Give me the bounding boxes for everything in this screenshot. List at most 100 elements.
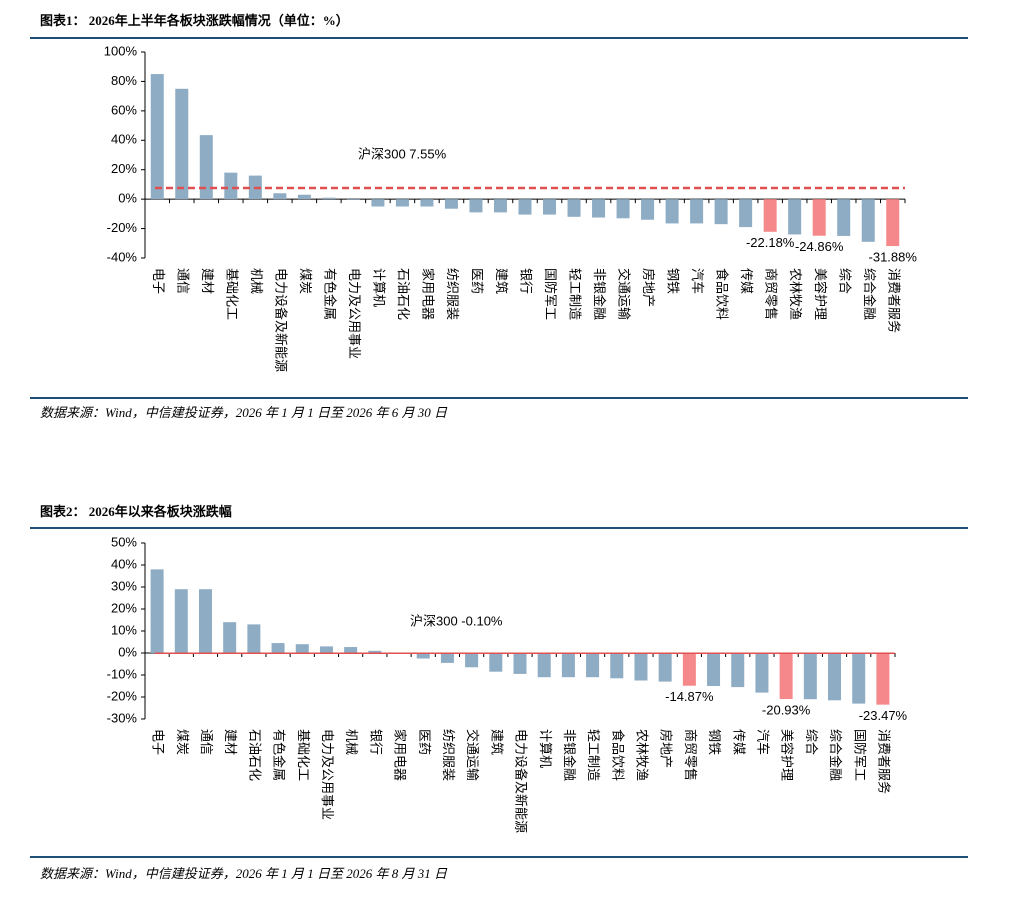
x-tick-label: 电力设备及新能源 — [273, 268, 288, 372]
bar — [828, 653, 842, 701]
y-tick-label: -30% — [107, 710, 138, 725]
x-tick-label: 综合金融 — [862, 268, 877, 320]
bar — [610, 653, 624, 679]
bar — [371, 199, 385, 207]
y-tick-label: 0% — [118, 644, 137, 659]
bar — [586, 653, 600, 678]
bar — [489, 653, 503, 672]
x-tick-label: 医药 — [417, 729, 432, 755]
source: 数据来源：Wind，中信建投证券，2026 年 1 月 1 日至 2026 年 … — [40, 405, 448, 420]
x-tick-label: 钢铁 — [666, 268, 681, 294]
x-tick-label: 基础化工 — [224, 268, 239, 320]
x-tick-label: 电力及公用事业 — [347, 268, 362, 359]
bar — [199, 135, 213, 200]
x-tick-label: 机械 — [344, 729, 359, 755]
y-tick-label: 40% — [111, 132, 137, 147]
x-tick-label: 建材 — [223, 729, 238, 755]
x-tick-label: 汽车 — [755, 729, 770, 755]
bar — [731, 653, 745, 688]
y-tick-label: -20% — [107, 688, 138, 703]
bar — [224, 172, 238, 200]
data-label: -24.86% — [795, 239, 844, 254]
bar — [537, 653, 551, 678]
bar — [803, 653, 817, 700]
bar — [420, 199, 434, 207]
x-tick-label: 基础化工 — [296, 729, 311, 781]
data-label: -31.88% — [869, 249, 918, 264]
bar — [886, 199, 900, 247]
x-tick-label: 电子 — [151, 729, 166, 755]
x-tick-label: 有色金属 — [272, 729, 287, 781]
x-tick-label: 交通运输 — [465, 729, 480, 781]
bar — [395, 199, 409, 207]
bar — [368, 650, 382, 653]
x-tick-label: 纺织服装 — [445, 268, 460, 320]
x-tick-label: 消费者服务 — [876, 729, 891, 794]
x-tick-label: 建材 — [200, 268, 215, 294]
bar — [440, 653, 454, 663]
x-tick-label: 综合 — [804, 729, 819, 755]
bar — [876, 653, 890, 705]
x-tick-label: 石油石化 — [396, 268, 411, 320]
x-tick-label: 商贸零售 — [683, 729, 698, 781]
reference-label: 沪深300 -0.10% — [410, 613, 503, 628]
x-tick-label: 国防军工 — [543, 268, 558, 320]
bar — [297, 194, 311, 200]
bar — [174, 589, 188, 653]
y-tick-label: 10% — [111, 622, 137, 637]
bar — [592, 199, 606, 218]
bar — [665, 199, 679, 224]
bar — [763, 199, 777, 232]
bar — [150, 74, 164, 200]
bar — [837, 199, 851, 236]
bar — [861, 199, 875, 242]
bar — [567, 199, 581, 217]
bar — [561, 653, 575, 678]
source: 数据来源：Wind，中信建投证券，2026 年 1 月 1 日至 2026 年 … — [40, 866, 448, 881]
x-tick-label: 电子 — [151, 268, 166, 294]
bar — [641, 199, 655, 220]
bar — [513, 653, 527, 674]
x-tick-label: 有色金属 — [322, 268, 337, 320]
bar — [416, 653, 430, 659]
x-tick-label: 钢铁 — [707, 729, 722, 755]
x-tick-label: 传媒 — [731, 729, 746, 755]
x-tick-label: 通信 — [199, 729, 214, 755]
bar — [707, 653, 721, 686]
x-tick-label: 机械 — [249, 268, 264, 294]
bar — [812, 199, 826, 236]
y-tick-label: 40% — [111, 556, 137, 571]
x-tick-label: 轻工制造 — [568, 268, 583, 320]
x-tick-label: 美容护理 — [813, 268, 828, 320]
x-tick-label: 建筑 — [489, 729, 504, 755]
x-tick-label: 商贸零售 — [764, 268, 779, 320]
bar — [755, 653, 769, 693]
y-tick-label: 20% — [111, 600, 137, 615]
bar — [518, 199, 532, 215]
x-tick-label: 消费者服务 — [886, 268, 901, 333]
x-tick-label: 煤炭 — [298, 268, 313, 294]
bar — [682, 653, 696, 686]
bar — [319, 646, 333, 653]
x-tick-label: 农林牧渔 — [635, 729, 650, 781]
bar — [223, 622, 237, 653]
bar — [322, 197, 336, 200]
x-tick-label: 银行 — [368, 729, 383, 755]
reference-label: 沪深300 7.55% — [358, 146, 447, 161]
x-tick-label: 房地产 — [641, 268, 656, 307]
bar — [150, 569, 164, 653]
x-tick-label: 食品饮料 — [610, 729, 625, 781]
x-tick-label: 农林牧渔 — [788, 268, 803, 320]
x-tick-label: 汽车 — [690, 268, 705, 294]
y-tick-label: 30% — [111, 578, 137, 593]
bar — [493, 199, 507, 213]
x-tick-label: 电力设备及新能源 — [514, 729, 529, 833]
bar — [271, 643, 285, 653]
bar — [788, 199, 802, 235]
y-tick-label: 100% — [104, 43, 138, 58]
bar — [175, 88, 189, 200]
chart-title: 图表2： 2026年以来各板块涨跌幅 — [40, 504, 232, 519]
x-tick-label: 非银金融 — [562, 729, 577, 781]
data-label: -14.87% — [665, 689, 714, 704]
